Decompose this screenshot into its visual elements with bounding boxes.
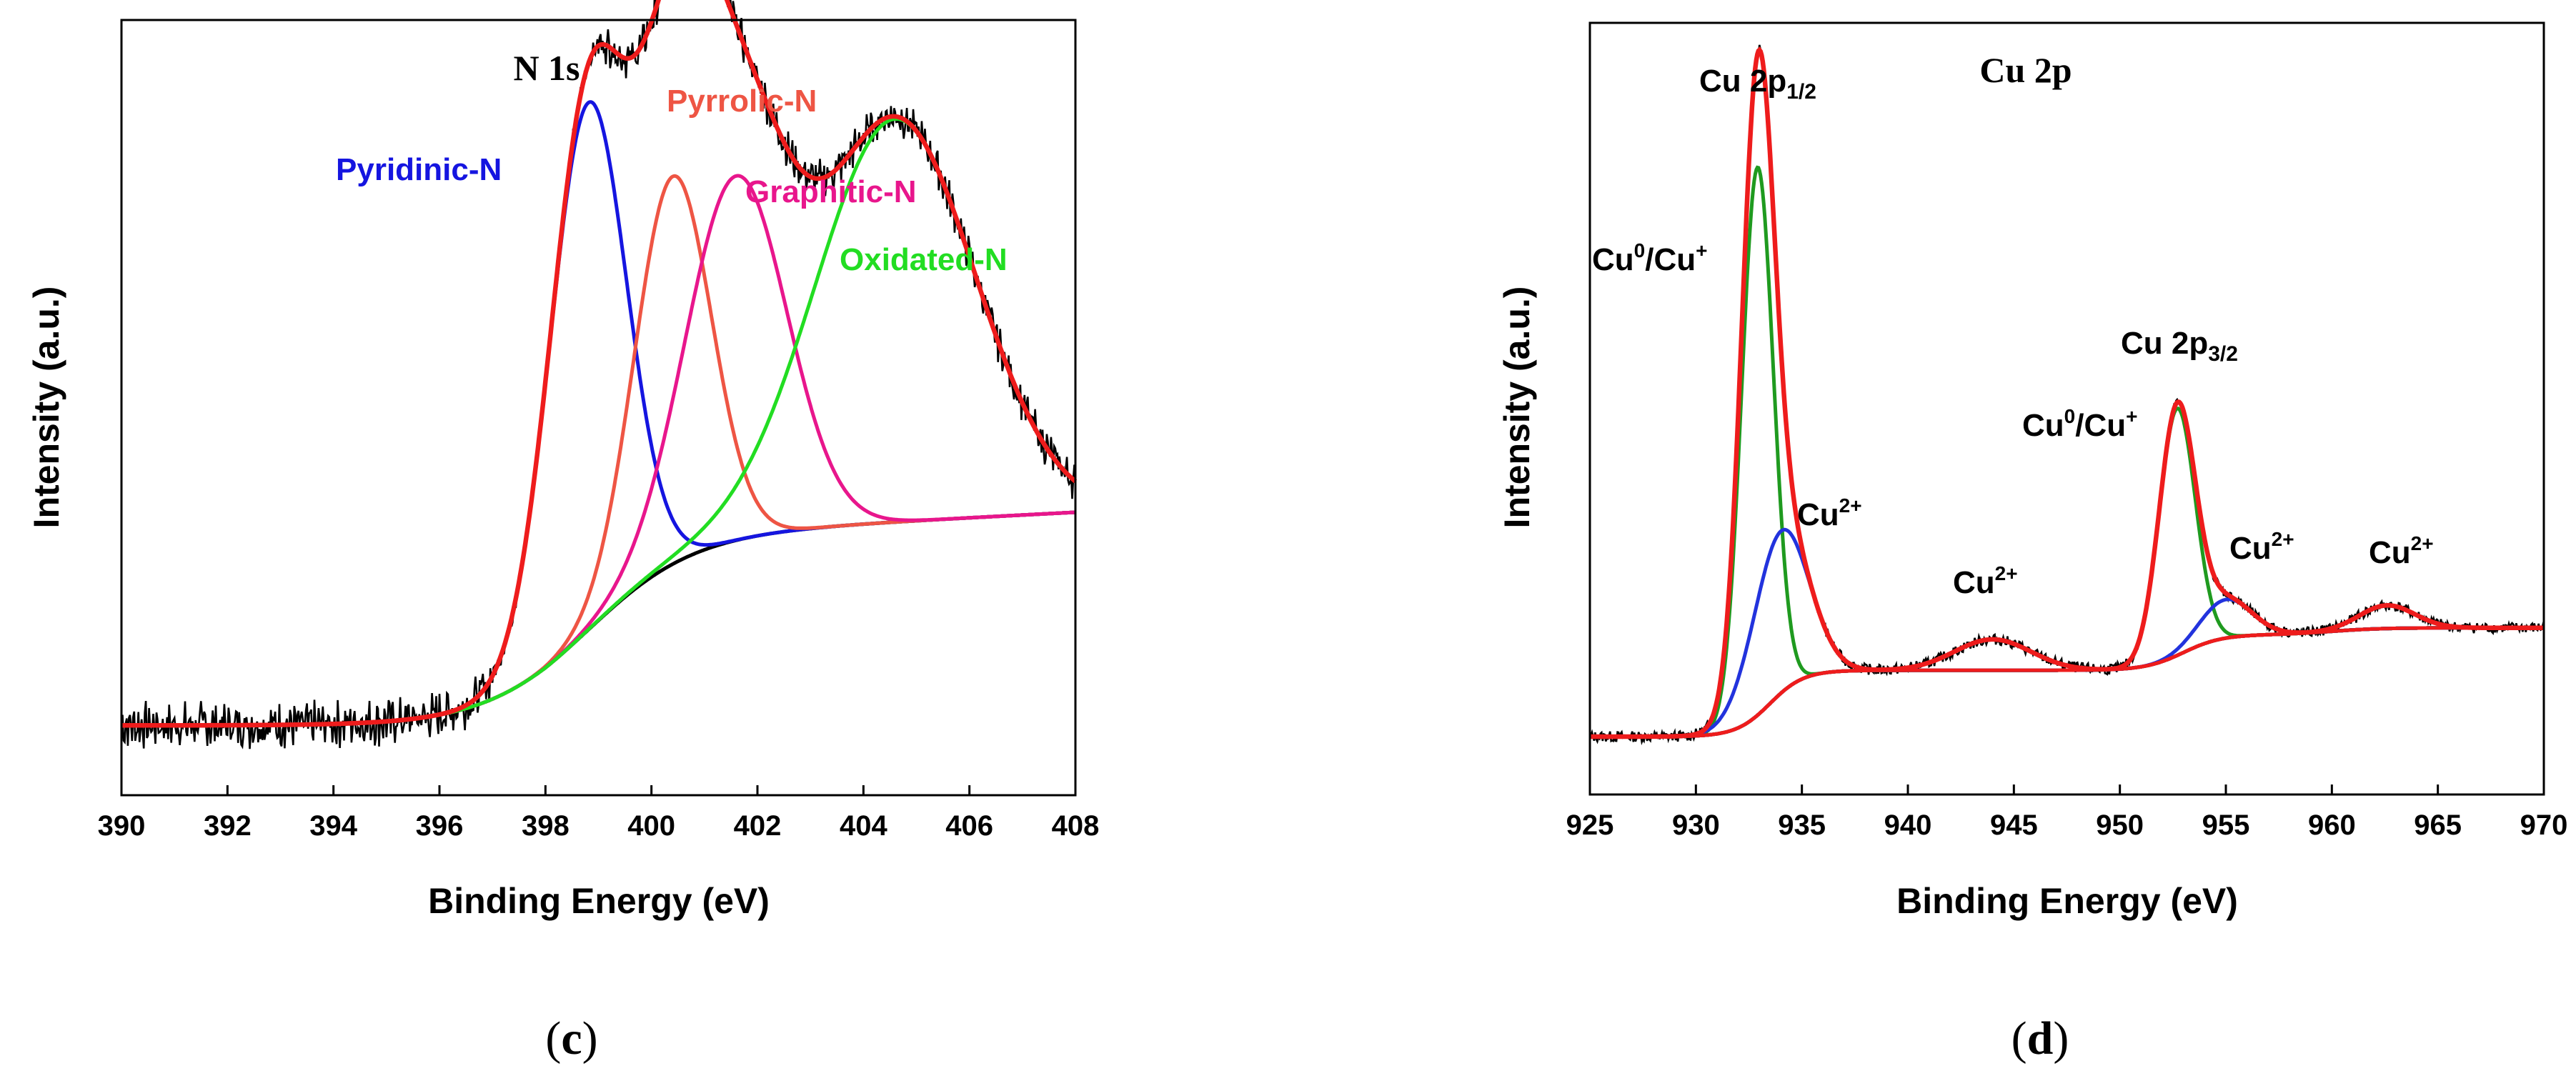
d-component-line-4 — [1590, 597, 2544, 739]
d-label-cu2p12: Cu 2p1/2 — [1699, 64, 1816, 104]
d-plot-frame — [1588, 21, 2545, 796]
d-x-axis-label: Binding Energy (eV) — [1896, 881, 2238, 921]
d-title: Cu 2p — [1979, 50, 2072, 90]
d-x-axis: 925 930 935 940 945 950 955 960 965 970 — [1566, 784, 2568, 841]
d-component-line-1 — [1590, 165, 2544, 739]
c-x-tick-label: 396 — [416, 810, 464, 842]
c-x-tick-label: 390 — [98, 810, 146, 842]
d-x-tick-label: 935 — [1778, 810, 1826, 841]
d-panel-caption: (d) — [2011, 1012, 2069, 1065]
c-plot-frame — [120, 19, 1077, 797]
d-label-cu2plus-3: Cu2+ — [2229, 528, 2294, 566]
d-component-line-5 — [1590, 626, 2544, 739]
c-fit-envelope-line — [121, 0, 1078, 728]
d-x-tick-label: 960 — [2308, 810, 2356, 841]
d-background-line — [1590, 626, 2544, 739]
c-component-line-1 — [121, 100, 1076, 727]
c-label-pyrrolic: Pyrrolic-N — [667, 84, 817, 119]
d-label-cu2plus-4: Cu2+ — [2369, 532, 2434, 570]
panel-c-chart: 390 392 394 396 398 400 402 404 406 408 N 1s Bind… — [26, 0, 1099, 1065]
c-x-tick-label: 392 — [204, 810, 252, 842]
c-curve-layer — [120, 0, 1078, 749]
d-x-tick-label: 955 — [2202, 810, 2250, 841]
c-panel-caption: (c) — [545, 1012, 597, 1065]
c-x-tick-label: 408 — [1052, 810, 1100, 842]
d-x-tick-label: 970 — [2520, 810, 2568, 841]
d-x-tick-label: 930 — [1672, 810, 1720, 841]
c-x-tick-label: 394 — [309, 810, 357, 842]
c-x-tick-label: 400 — [627, 810, 675, 842]
d-raw-data-line — [1588, 44, 2545, 746]
d-x-tick-label: 965 — [2414, 810, 2462, 841]
c-x-tick-label: 406 — [945, 810, 993, 842]
c-x-axis: 390 392 394 396 398 400 402 404 406 408 — [98, 785, 1100, 842]
d-label-cu0-cu1-left: Cu0/Cu+ — [1592, 239, 1707, 277]
d-label-cu2plus-1: Cu2+ — [1797, 494, 1862, 532]
d-x-tick-label: 940 — [1884, 810, 1932, 841]
c-label-graphitic: Graphitic-N — [745, 174, 917, 209]
panel-d-chart: 925 930 935 940 945 950 955 960 965 970 Cu 2p Bin… — [1497, 21, 2568, 1065]
d-label-cu2plus-2: Cu2+ — [1953, 562, 2018, 600]
c-x-tick-label: 404 — [840, 810, 887, 842]
c-x-tick-label: 398 — [522, 810, 570, 842]
c-title: N 1s — [513, 48, 580, 88]
c-label-pyridinic: Pyridinic-N — [336, 152, 502, 187]
c-raw-data-line — [120, 0, 1077, 749]
d-x-tick-label: 925 — [1566, 810, 1614, 841]
c-x-tick-label: 402 — [734, 810, 782, 842]
d-label-cu2p32: Cu 2p3/2 — [2121, 326, 2238, 366]
d-x-tick-label: 945 — [1990, 810, 2038, 841]
d-x-tick-label: 950 — [2096, 810, 2144, 841]
c-y-axis-label: Intensity (a.u.) — [26, 287, 66, 529]
c-x-axis-label: Binding Energy (eV) — [428, 881, 770, 921]
c-component-line-4 — [121, 116, 1077, 727]
d-fit-envelope-line — [1590, 46, 2544, 739]
c-label-oxidated: Oxidated-N — [840, 242, 1008, 277]
d-curve-layer — [1588, 44, 2545, 746]
d-label-cu0-cu1-right: Cu0/Cu+ — [2022, 405, 2137, 443]
d-component-line-6 — [1590, 603, 2544, 739]
d-y-axis-label: Intensity (a.u.) — [1497, 287, 1537, 529]
